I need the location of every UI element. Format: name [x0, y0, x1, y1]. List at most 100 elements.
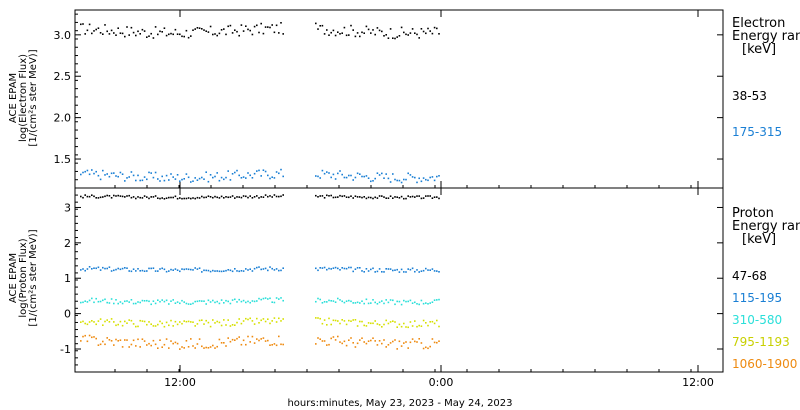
data-point	[205, 319, 207, 322]
data-point	[319, 25, 321, 27]
data-point	[121, 302, 124, 305]
data-point	[168, 196, 170, 199]
data-point	[280, 22, 282, 24]
data-point	[348, 174, 350, 177]
data-point	[361, 175, 363, 178]
data-point	[256, 24, 258, 27]
data-point	[154, 270, 157, 272]
data-point	[225, 345, 227, 347]
data-point	[354, 346, 357, 348]
data-point	[159, 268, 161, 270]
data-point	[209, 270, 212, 273]
data-point	[409, 32, 412, 34]
data-point	[198, 300, 201, 302]
data-point	[392, 269, 394, 272]
data-point	[130, 343, 133, 346]
data-point	[104, 195, 106, 198]
data-point	[249, 341, 251, 343]
data-point	[229, 24, 232, 27]
data-point	[207, 299, 210, 302]
data-point	[183, 35, 185, 38]
data-point	[234, 29, 236, 31]
data-point	[236, 301, 238, 303]
data-point	[115, 195, 117, 197]
data-point	[179, 321, 181, 323]
data-point	[422, 302, 425, 305]
data-point	[176, 174, 179, 176]
data-point	[253, 267, 256, 270]
data-point	[139, 196, 141, 199]
data-point	[350, 24, 352, 27]
data-point	[343, 176, 346, 179]
data-point	[359, 35, 361, 38]
data-point	[334, 34, 337, 37]
data-point	[139, 346, 141, 348]
data-point	[185, 197, 188, 200]
data-point	[161, 175, 163, 178]
data-point	[323, 172, 326, 175]
data-point	[238, 336, 240, 338]
data-point	[407, 268, 409, 270]
data-point	[278, 172, 280, 175]
data-point	[148, 267, 150, 270]
data-point	[113, 172, 115, 174]
data-point	[422, 30, 425, 33]
data-point	[271, 344, 273, 346]
data-point	[187, 36, 190, 39]
data-point	[126, 267, 128, 269]
y-tick-label: 1	[64, 272, 71, 285]
data-point	[438, 197, 440, 200]
data-point	[422, 197, 425, 199]
data-point	[251, 177, 254, 179]
data-point	[113, 321, 115, 323]
data-point	[132, 323, 135, 325]
data-point	[115, 299, 117, 301]
data-point	[433, 196, 436, 198]
data-point	[240, 300, 243, 303]
data-point	[431, 176, 434, 178]
data-point	[398, 300, 401, 303]
data-point	[414, 32, 416, 34]
data-point	[214, 270, 216, 272]
data-point	[330, 194, 332, 197]
data-point	[400, 195, 403, 198]
data-point	[345, 176, 348, 179]
data-point	[267, 339, 269, 342]
data-point	[271, 320, 273, 322]
data-point	[280, 343, 282, 346]
data-point	[161, 322, 163, 325]
data-point	[229, 302, 232, 305]
data-point	[356, 32, 359, 34]
data-point	[315, 317, 317, 319]
data-point	[185, 268, 188, 270]
data-point	[339, 194, 341, 197]
data-point	[378, 29, 381, 32]
data-point	[411, 195, 414, 198]
data-point	[82, 301, 84, 304]
data-point	[416, 33, 418, 36]
data-point	[416, 269, 418, 271]
data-point	[389, 28, 392, 30]
data-point	[218, 338, 221, 341]
data-point	[411, 267, 414, 270]
data-point	[282, 194, 284, 196]
data-point	[130, 196, 133, 199]
data-point	[436, 175, 438, 178]
data-point	[141, 269, 144, 272]
data-point	[414, 270, 416, 273]
data-point	[201, 176, 203, 179]
data-point	[264, 297, 267, 299]
data-point	[172, 196, 174, 199]
data-point	[91, 336, 93, 339]
data-point	[422, 319, 425, 322]
data-point	[374, 177, 376, 180]
data-point	[212, 269, 214, 272]
data-point	[86, 323, 89, 326]
data-point	[260, 175, 262, 177]
data-point	[157, 347, 159, 349]
data-point	[420, 180, 423, 183]
data-point	[168, 303, 170, 305]
data-point	[348, 319, 350, 322]
data-point	[130, 26, 133, 29]
data-point	[319, 195, 321, 197]
